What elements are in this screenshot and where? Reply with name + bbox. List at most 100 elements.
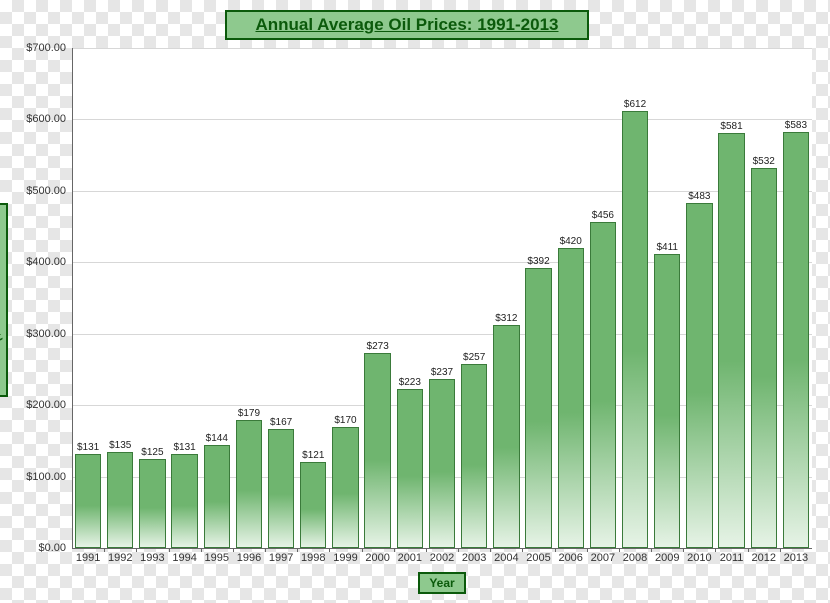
chart-title: Annual Average Oil Prices: 1991-2013 (225, 10, 589, 40)
bar: $170 (332, 427, 358, 548)
x-tick-label: 1998 (301, 552, 325, 564)
plot-area: $0.00$100.00$200.00$300.00$400.00$500.00… (72, 48, 812, 548)
y-axis-title: Price ($/m³: Manitoba LSB (0, 203, 8, 397)
bar: $583 (783, 132, 809, 548)
x-tick-label: 2010 (687, 552, 711, 564)
x-tick-mark (587, 548, 588, 552)
x-tick-mark (233, 548, 234, 552)
bar: $411 (654, 254, 680, 548)
bar: $237 (429, 379, 455, 548)
bar: $612 (622, 111, 648, 548)
gridline (72, 48, 812, 49)
bar-value-label: $121 (302, 450, 324, 461)
x-tick-label: 1992 (108, 552, 132, 564)
x-tick-mark (555, 548, 556, 552)
gridline (72, 119, 812, 120)
bar: $125 (139, 459, 165, 548)
bar-value-label: $273 (367, 341, 389, 352)
x-tick-label: 1996 (237, 552, 261, 564)
x-tick-label: 1997 (269, 552, 293, 564)
bar-value-label: $583 (785, 120, 807, 131)
x-tick-mark (265, 548, 266, 552)
bar-value-label: $411 (656, 242, 678, 253)
bar-value-label: $179 (238, 408, 260, 419)
bar-value-label: $257 (463, 352, 485, 363)
bar: $223 (397, 389, 423, 548)
x-tick-label: 2004 (494, 552, 518, 564)
x-tick-mark (201, 548, 202, 552)
x-axis-line (72, 548, 812, 549)
y-tick-label: $100.00 (26, 471, 66, 483)
y-tick-label: $400.00 (26, 256, 66, 268)
x-tick-mark (169, 548, 170, 552)
bar-value-label: $135 (109, 440, 131, 451)
y-tick-label: $200.00 (26, 399, 66, 411)
x-tick-mark (329, 548, 330, 552)
x-tick-mark (458, 548, 459, 552)
bar-value-label: $420 (560, 236, 582, 247)
bar-value-label: $131 (173, 442, 195, 453)
y-tick-label: $600.00 (26, 113, 66, 125)
x-tick-label: 1994 (172, 552, 196, 564)
y-tick-label: $500.00 (26, 185, 66, 197)
x-tick-mark (394, 548, 395, 552)
y-tick-label: $300.00 (26, 328, 66, 340)
bar-value-label: $223 (399, 377, 421, 388)
bar-value-label: $167 (270, 417, 292, 428)
x-tick-label: 1995 (205, 552, 229, 564)
chart-canvas: Annual Average Oil Prices: 1991-2013 Pri… (0, 0, 830, 603)
bar: $144 (204, 445, 230, 548)
x-tick-label: 2009 (655, 552, 679, 564)
x-tick-mark (619, 548, 620, 552)
x-tick-mark (297, 548, 298, 552)
x-tick-mark (426, 548, 427, 552)
y-axis-line (72, 48, 73, 548)
bar-value-label: $456 (592, 210, 614, 221)
bar: $581 (718, 133, 744, 548)
x-tick-mark (748, 548, 749, 552)
bar-value-label: $612 (624, 99, 646, 110)
bar: $121 (300, 462, 326, 548)
x-tick-mark (780, 548, 781, 552)
x-tick-mark (683, 548, 684, 552)
x-axis-title: Year (418, 572, 466, 594)
x-tick-label: 2012 (751, 552, 775, 564)
bar-value-label: $392 (527, 256, 549, 267)
bar: $312 (493, 325, 519, 548)
x-tick-label: 2000 (365, 552, 389, 564)
bar-value-label: $125 (141, 447, 163, 458)
bar: $273 (364, 353, 390, 548)
x-tick-label: 2011 (720, 552, 744, 564)
x-tick-mark (136, 548, 137, 552)
bar-value-label: $144 (206, 433, 228, 444)
bar: $135 (107, 452, 133, 548)
x-tick-mark (490, 548, 491, 552)
x-tick-mark (362, 548, 363, 552)
bar-value-label: $237 (431, 367, 453, 378)
bar: $392 (525, 268, 551, 548)
x-tick-label: 2003 (462, 552, 486, 564)
bar-value-label: $170 (334, 415, 356, 426)
y-tick-label: $700.00 (26, 42, 66, 54)
bar: $257 (461, 364, 487, 548)
x-tick-label: 1999 (333, 552, 357, 564)
x-tick-label: 2002 (430, 552, 454, 564)
x-tick-label: 1991 (76, 552, 100, 564)
bar-value-label: $312 (495, 313, 517, 324)
bar-value-label: $581 (720, 121, 742, 132)
y-tick-label: $0.00 (38, 542, 66, 554)
x-tick-label: 2005 (526, 552, 550, 564)
x-tick-label: 2013 (784, 552, 808, 564)
x-tick-label: 1993 (140, 552, 164, 564)
x-tick-label: 2006 (558, 552, 582, 564)
bar-value-label: $131 (77, 442, 99, 453)
bar: $131 (171, 454, 197, 548)
x-tick-mark (651, 548, 652, 552)
bar: $456 (590, 222, 616, 548)
bar-value-label: $483 (688, 191, 710, 202)
bar: $532 (751, 168, 777, 548)
bar: $167 (268, 429, 294, 548)
x-tick-label: 2001 (398, 552, 422, 564)
x-tick-mark (522, 548, 523, 552)
x-tick-label: 2007 (591, 552, 615, 564)
